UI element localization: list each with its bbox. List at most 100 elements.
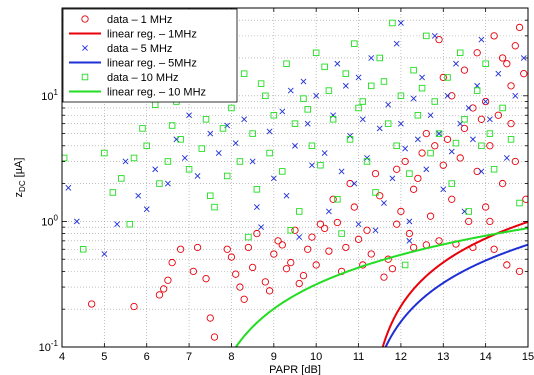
- data-point-10MHz: [448, 180, 455, 187]
- data-point-1MHz: [363, 226, 371, 234]
- legend-marker: [81, 15, 89, 23]
- data-point-10MHz: [168, 122, 176, 129]
- data-point-10MHz: [177, 136, 184, 143]
- data-point-1MHz: [295, 279, 303, 288]
- data-point-10MHz: [279, 168, 286, 175]
- data-point-1MHz: [456, 154, 464, 162]
- data-marks: [62, 19, 528, 341]
- data-point-5MHz: [495, 70, 502, 77]
- data-point-5MHz: [287, 87, 294, 94]
- data-point-10MHz: [418, 84, 426, 92]
- data-point-1MHz: [439, 161, 447, 169]
- data-point-10MHz: [245, 233, 252, 241]
- legend: data – 1 MHz linear reg. – 1MHz data – 5 M…: [62, 8, 238, 103]
- data-point-10MHz: [490, 166, 498, 173]
- data-point-5MHz: [342, 82, 349, 89]
- data-point-5MHz: [402, 145, 409, 152]
- data-point-1MHz: [481, 203, 490, 211]
- data-point-10MHz: [198, 145, 206, 152]
- data-point-5MHz: [338, 168, 345, 175]
- data-point-5MHz: [414, 136, 421, 143]
- data-point-1MHz: [342, 243, 350, 252]
- data-point-5MHz: [503, 155, 510, 161]
- data-point-5MHz: [520, 55, 527, 61]
- data-point-5MHz: [444, 92, 451, 99]
- data-point-5MHz: [258, 224, 265, 231]
- data-point-5MHz: [152, 166, 159, 173]
- legend-entry: data – 1 MHz: [81, 14, 172, 26]
- data-point-10MHz: [211, 203, 218, 211]
- data-point-10MHz: [338, 230, 345, 237]
- data-point-1MHz: [367, 250, 375, 258]
- data-point-5MHz: [283, 192, 290, 199]
- data-point-10MHz: [482, 60, 489, 67]
- data-point-10MHz: [249, 130, 256, 137]
- x-tick-label: 5: [101, 351, 107, 363]
- x-tick-label: 6: [144, 351, 150, 363]
- data-point-1MHz: [460, 124, 469, 133]
- data-point-5MHz: [321, 150, 328, 156]
- y-tick-label: 101: [41, 88, 58, 103]
- x-tick-label: 11: [353, 351, 364, 363]
- data-point-1MHz: [329, 195, 337, 203]
- data-point-1MHz: [210, 333, 219, 341]
- y-axis-label-unit: [µA]: [13, 158, 25, 181]
- data-point-1MHz: [350, 203, 358, 211]
- tick-labels: 4 5 6 7 8 9 10 11 12 13 14 15 10-1 100 101: [39, 88, 534, 363]
- y-tick-label: 100: [41, 213, 58, 228]
- data-point-5MHz: [406, 218, 413, 225]
- data-point-10MHz: [300, 95, 307, 102]
- data-point-5MHz: [364, 155, 370, 161]
- data-point-10MHz: [393, 142, 400, 150]
- data-point-1MHz: [511, 42, 519, 50]
- data-point-1MHz: [503, 60, 511, 68]
- data-point-1MHz: [308, 233, 316, 241]
- data-point-5MHz: [313, 92, 320, 99]
- data-point-5MHz: [482, 98, 489, 105]
- legend-label: data – 5 MHz: [107, 43, 172, 55]
- data-point-5MHz: [355, 74, 362, 81]
- data-point-1MHz: [511, 157, 519, 166]
- data-point-10MHz: [321, 63, 328, 71]
- legend-box: [62, 8, 238, 103]
- data-point-1MHz: [168, 258, 176, 267]
- data-point-1MHz: [520, 70, 528, 78]
- data-point-5MHz: [330, 112, 337, 119]
- data-point-5MHz: [486, 116, 493, 123]
- data-point-1MHz: [448, 195, 456, 203]
- x-tick-label: 7: [186, 351, 192, 363]
- data-point-1MHz: [130, 302, 138, 311]
- data-point-5MHz: [397, 120, 404, 127]
- plot-frame: [61, 7, 529, 348]
- data-point-5MHz: [381, 200, 387, 206]
- data-point-1MHz: [164, 276, 172, 284]
- data-point-5MHz: [478, 168, 485, 175]
- data-point-10MHz: [287, 227, 295, 234]
- data-point-10MHz: [372, 189, 379, 196]
- data-point-5MHz: [253, 204, 260, 211]
- data-point-10MHz: [410, 66, 417, 74]
- data-point-1MHz: [376, 192, 384, 200]
- data-point-1MHz: [448, 92, 456, 100]
- data-point-1MHz: [388, 265, 397, 273]
- series-1MHz-points: [88, 23, 528, 341]
- data-point-1MHz: [401, 157, 409, 166]
- data-point-5MHz: [266, 128, 273, 135]
- data-point-1MHz: [393, 165, 401, 173]
- data-point-10MHz: [478, 142, 485, 150]
- data-point-10MHz: [130, 154, 138, 162]
- data-point-5MHz: [65, 184, 72, 191]
- data-point-1MHz: [236, 283, 244, 291]
- data-point-5MHz: [478, 36, 485, 43]
- data-point-5MHz: [186, 112, 193, 119]
- data-point-10MHz: [406, 170, 413, 177]
- data-point-5MHz: [389, 175, 396, 182]
- data-point-1MHz: [202, 275, 210, 283]
- data-point-1MHz: [498, 54, 507, 62]
- legend-label: linear reg. – 10 MHz: [107, 87, 206, 99]
- data-point-10MHz: [456, 49, 464, 57]
- data-point-1MHz: [189, 267, 197, 276]
- data-point-1MHz: [223, 245, 231, 253]
- data-point-1MHz: [333, 218, 342, 227]
